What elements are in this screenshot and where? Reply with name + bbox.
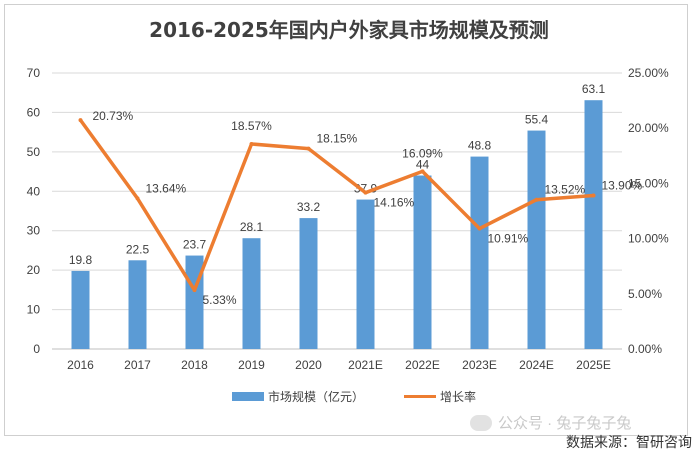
growth-rate-label: 10.91% bbox=[488, 232, 529, 246]
y-left-tick-label: 70 bbox=[27, 66, 41, 80]
x-tick-label: 2018 bbox=[181, 358, 208, 372]
growth-rate-label: 20.73% bbox=[93, 109, 134, 123]
bar bbox=[584, 100, 603, 349]
growth-rate-label: 13.90% bbox=[602, 179, 643, 193]
bar bbox=[356, 199, 375, 349]
growth-rate-label: 5.33% bbox=[203, 293, 237, 307]
bar-value-label: 44 bbox=[416, 158, 430, 172]
legend-item-market-size: 市场规模（亿元） bbox=[232, 388, 364, 405]
bar bbox=[413, 175, 432, 349]
bar bbox=[299, 218, 318, 349]
y-left-tick-label: 10 bbox=[27, 303, 41, 317]
growth-rate-point bbox=[591, 193, 596, 198]
bar-value-label: 19.8 bbox=[69, 253, 93, 267]
bar-value-label: 55.4 bbox=[525, 113, 549, 127]
bar-value-label: 28.1 bbox=[240, 220, 264, 234]
growth-rate-point bbox=[78, 118, 83, 123]
data-source: 数据来源：智研咨询 bbox=[566, 435, 692, 451]
bar-value-label: 22.5 bbox=[126, 242, 150, 256]
growth-rate-point bbox=[534, 197, 539, 202]
legend-label-market-size: 市场规模（亿元） bbox=[268, 390, 365, 404]
growth-rate-label: 18.15% bbox=[317, 132, 358, 146]
bar-value-label: 63.1 bbox=[582, 82, 606, 96]
x-tick-label: 2016 bbox=[67, 358, 94, 372]
growth-rate-label: 16.09% bbox=[402, 146, 443, 160]
y-right-tick-label: 5.00% bbox=[628, 287, 662, 301]
y-right-tick-label: 25.00% bbox=[628, 66, 669, 80]
bar bbox=[71, 270, 90, 349]
growth-rate-label: 18.57% bbox=[231, 119, 272, 133]
x-tick-label: 2020 bbox=[295, 358, 322, 372]
watermark: 公众号 · 兔子兔子兔 bbox=[470, 412, 631, 433]
y-left-tick-label: 60 bbox=[27, 105, 41, 119]
x-tick-label: 2025E bbox=[576, 358, 611, 372]
growth-rate-label: 13.64% bbox=[146, 181, 187, 195]
legend-bar-swatch bbox=[232, 392, 264, 401]
chart-frame bbox=[4, 4, 688, 436]
watermark-text: 公众号 · 兔子兔子兔 bbox=[498, 415, 632, 432]
x-tick-label: 2022E bbox=[405, 358, 440, 372]
y-left-tick-label: 40 bbox=[27, 184, 41, 198]
legend: 市场规模（亿元） 增长率 bbox=[0, 388, 698, 406]
bar-value-label: 23.7 bbox=[183, 238, 207, 252]
y-right-tick-label: 15.00% bbox=[628, 176, 669, 190]
bar-value-label: 33.2 bbox=[297, 200, 321, 214]
growth-rate-label: 14.16% bbox=[374, 196, 415, 210]
bar-value-label: 48.8 bbox=[468, 139, 492, 153]
x-tick-label: 2024E bbox=[519, 358, 554, 372]
bar bbox=[527, 130, 546, 349]
x-tick-label: 2019 bbox=[238, 358, 265, 372]
legend-item-growth-rate: 增长率 bbox=[404, 388, 476, 405]
y-right-tick-label: 20.00% bbox=[628, 121, 669, 135]
wechat-icon bbox=[470, 414, 492, 431]
bar bbox=[128, 260, 147, 349]
legend-line-swatch bbox=[404, 395, 436, 398]
y-left-tick-label: 30 bbox=[27, 224, 41, 238]
growth-rate-point bbox=[420, 169, 425, 174]
x-tick-label: 2021E bbox=[348, 358, 383, 372]
growth-rate-point bbox=[477, 226, 482, 231]
x-tick-label: 2017 bbox=[124, 358, 151, 372]
bar bbox=[242, 238, 261, 349]
x-tick-label: 2023E bbox=[462, 358, 497, 372]
growth-rate-point bbox=[249, 141, 254, 146]
growth-rate-point bbox=[363, 190, 368, 195]
y-right-tick-label: 10.00% bbox=[628, 232, 669, 246]
growth-rate-point bbox=[306, 146, 311, 151]
growth-rate-label: 13.52% bbox=[545, 183, 586, 197]
y-right-tick-label: 0.00% bbox=[628, 342, 662, 356]
growth-rate-point bbox=[135, 196, 140, 201]
y-left-tick-label: 50 bbox=[27, 145, 41, 159]
bar bbox=[470, 156, 489, 349]
chart-title: 2016-2025年国内户外家具市场规模及预测 bbox=[149, 18, 549, 42]
y-left-tick-label: 0 bbox=[33, 342, 40, 356]
growth-rate-point bbox=[192, 288, 197, 293]
y-left-tick-label: 20 bbox=[27, 263, 41, 277]
growth-rate-line bbox=[79, 119, 594, 292]
legend-label-growth-rate: 增长率 bbox=[440, 390, 477, 404]
